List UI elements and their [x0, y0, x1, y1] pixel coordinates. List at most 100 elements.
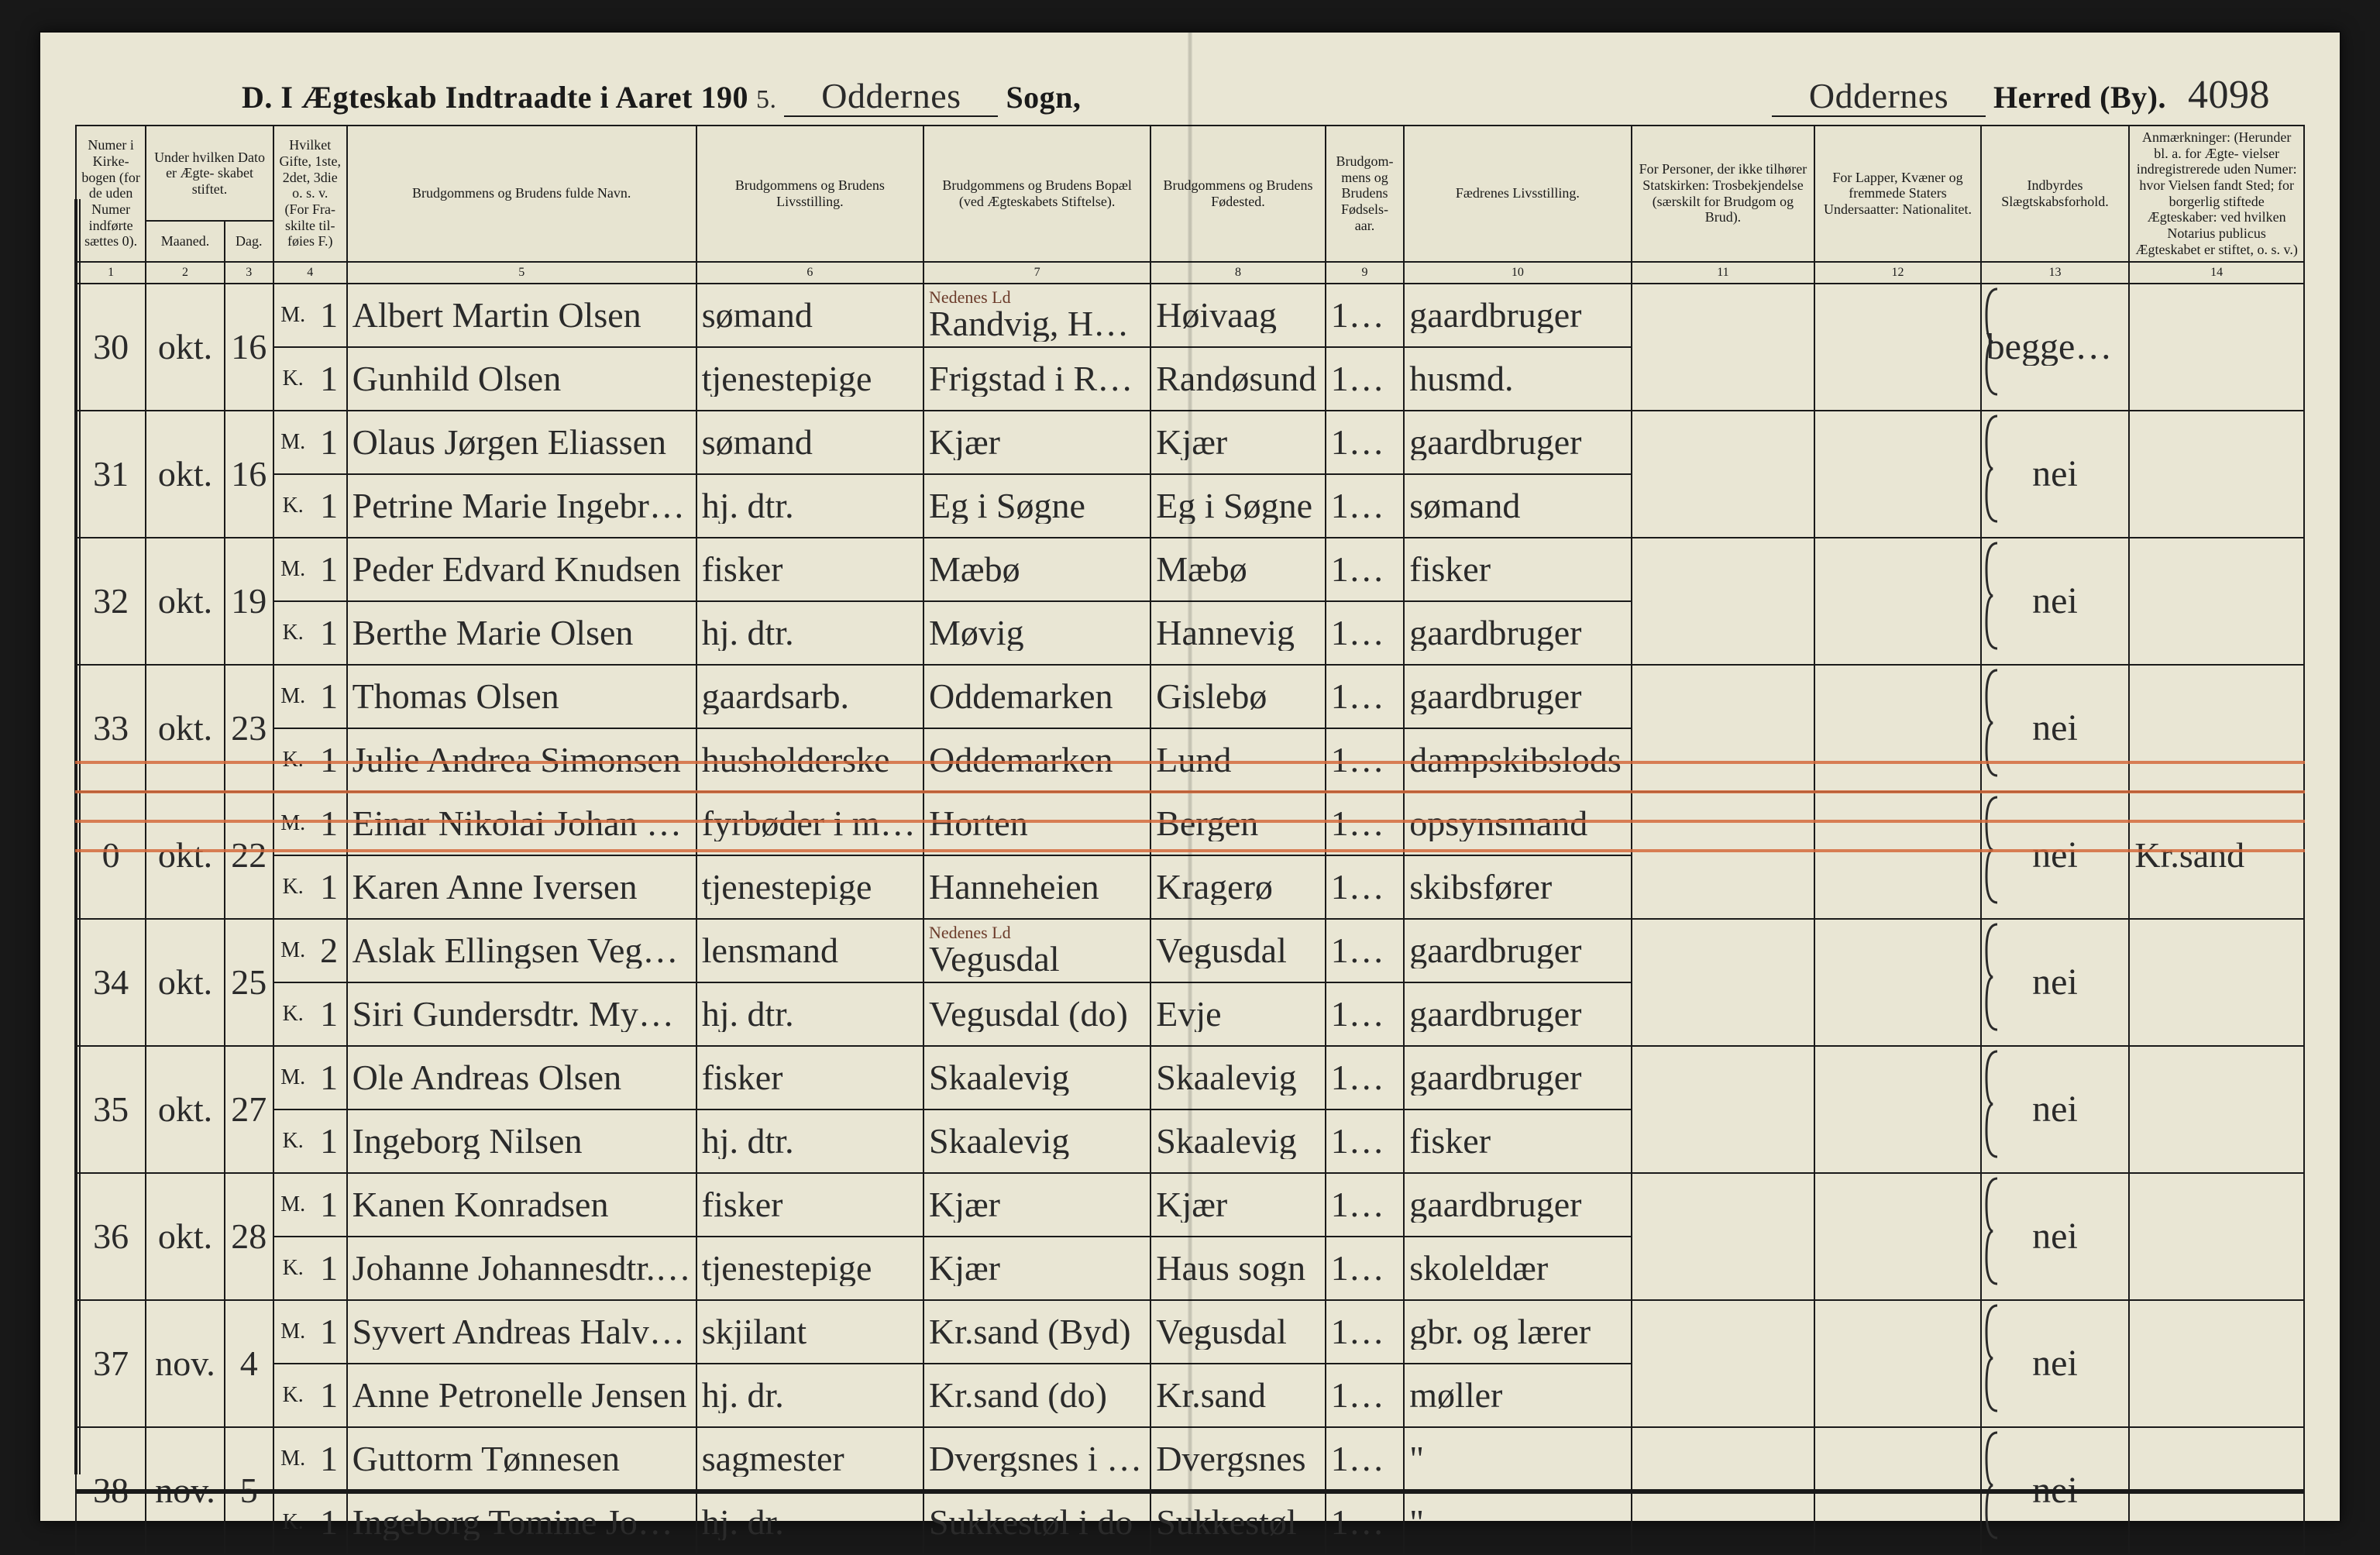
bride-occupation: tjenestepige: [696, 855, 923, 919]
bride-father-occ: fisker: [1404, 1109, 1631, 1173]
groom-name: Kanen Konradsen: [347, 1173, 696, 1237]
entry-month: okt.: [146, 792, 225, 919]
bride-residence: Oddemarken: [923, 728, 1150, 792]
groom-residence: Kjær: [923, 411, 1150, 474]
bride-sex: K.: [273, 347, 312, 411]
bride-name: Gunhild Olsen: [347, 347, 696, 411]
entry-kinship: nei: [1981, 538, 2130, 665]
groom-father-occ: gaardbruger: [1404, 284, 1631, 347]
entry-col12: [1814, 1046, 1980, 1173]
bride-occupation: hj. dtr.: [696, 601, 923, 665]
groom-sex: M.: [273, 284, 312, 347]
groom-birthyear: 1862: [1326, 919, 1405, 982]
entry-notes: [2129, 1046, 2304, 1173]
groom-residence: Dvergsnes i Randøsund: [923, 1427, 1150, 1491]
groom-sex: M.: [273, 1300, 312, 1364]
sogn-label: Sogn,: [1006, 79, 1081, 115]
column-number-row: 1 2 3 4 5 6 7 8 9 10 11 12 13 14: [76, 262, 2304, 284]
col-head-14: Anmærkninger: (Herunder bl. a. for Ægte-…: [2129, 126, 2304, 262]
entry-col11: [1632, 1173, 1815, 1300]
page-number: 4098: [2188, 75, 2270, 115]
entry-kinship: nei: [1981, 792, 2130, 919]
groom-gifte: 1: [312, 792, 347, 855]
entry-notes: Kr.sand: [2129, 792, 2304, 919]
col-head-13: Indbyrdes Slægtskabsforhold.: [1981, 126, 2130, 262]
col-head-7: Brudgommens og Brudens Bopæl (ved Ægtesk…: [923, 126, 1150, 262]
bride-birthyear: 1881: [1326, 601, 1405, 665]
entry-number: 34: [76, 919, 146, 1046]
entry-row-groom: 38nov.5M.1Guttorm TønnesensagmesterDverg…: [76, 1427, 2304, 1491]
groom-birthplace: Vegusdal: [1150, 919, 1326, 982]
entry-col11: [1632, 919, 1815, 1046]
ledger-sheet: D. I Ægteskab Indtraadte i Aaret 190 5. …: [39, 31, 2341, 1522]
groom-name: Ole Andreas Olsen: [347, 1046, 696, 1109]
groom-sex: M.: [273, 411, 312, 474]
groom-birthyear: 1874: [1326, 792, 1405, 855]
bride-residence: Skaalevig: [923, 1109, 1150, 1173]
groom-birthplace: Kjær: [1150, 1173, 1326, 1237]
groom-occupation: fisker: [696, 1173, 923, 1237]
entry-day: 19: [225, 538, 273, 665]
bride-birthyear: 1874: [1326, 1237, 1405, 1300]
groom-sex: M.: [273, 1046, 312, 1109]
groom-name: Aslak Ellingsen Vegusdal: [347, 919, 696, 982]
groom-birthyear: 1882: [1326, 1046, 1405, 1109]
bride-residence: Kr.sand (do): [923, 1364, 1150, 1427]
groom-name: Thomas Olsen: [347, 665, 696, 728]
groom-birthyear: 1876: [1326, 411, 1405, 474]
colnum: 12: [1814, 262, 1980, 284]
groom-gifte: 1: [312, 411, 347, 474]
col-head-2b: Dag.: [225, 221, 273, 261]
entry-row-groom: 0okt.22M.1Einar Nikolai Johan Johansenfy…: [76, 792, 2304, 855]
groom-name: Guttorm Tønnesen: [347, 1427, 696, 1491]
entry-month: okt.: [146, 665, 225, 792]
bride-birthplace: Eg i Søgne: [1150, 474, 1326, 538]
entry-col11: [1632, 1046, 1815, 1173]
groom-sex: M.: [273, 1173, 312, 1237]
entry-number: 33: [76, 665, 146, 792]
entry-kinship: nei: [1981, 665, 2130, 792]
bride-sex: K.: [273, 1237, 312, 1300]
bride-father-occ: møller: [1404, 1364, 1631, 1427]
entry-row-groom: 36okt.28M.1Kanen KonradsenfiskerKjærKjær…: [76, 1173, 2304, 1237]
entry-row-groom: 35okt.27M.1Ole Andreas OlsenfiskerSkaale…: [76, 1046, 2304, 1109]
groom-birthplace: Kjær: [1150, 411, 1326, 474]
bride-sex: K.: [273, 1109, 312, 1173]
bride-gifte: 1: [312, 728, 347, 792]
entry-day: 25: [225, 919, 273, 1046]
bride-birthyear: 1883: [1326, 347, 1405, 411]
entry-day: 23: [225, 665, 273, 792]
entry-row-groom: 33okt.23M.1Thomas Olsengaardsarb.Oddemar…: [76, 665, 2304, 728]
bride-birthplace: Sukkestøl: [1150, 1491, 1326, 1554]
bride-gifte: 1: [312, 1109, 347, 1173]
groom-birthplace: Bergen: [1150, 792, 1326, 855]
entry-kinship: nei: [1981, 1300, 2130, 1427]
col-head-4: Hvilket Gifte, 1ste, 2det, 3die o. s. v.…: [273, 126, 347, 262]
groom-sex: M.: [273, 1427, 312, 1491]
entry-col11: [1632, 1300, 1815, 1427]
bride-sex: K.: [273, 855, 312, 919]
bride-gifte: 1: [312, 474, 347, 538]
col-head-1: Numer i Kirke- bogen (for de uden Numer …: [76, 126, 146, 262]
groom-gifte: 1: [312, 1173, 347, 1237]
bride-father-occ: gaardbruger: [1404, 982, 1631, 1046]
bride-birthplace: Lund: [1150, 728, 1326, 792]
groom-birthplace: Høivaag: [1150, 284, 1326, 347]
bride-gifte: 1: [312, 601, 347, 665]
groom-birthyear: 1867: [1326, 665, 1405, 728]
bride-name: Ingeborg Nilsen: [347, 1109, 696, 1173]
col-head-10: Fædrenes Livsstilling.: [1404, 126, 1631, 262]
bride-name: Johanne Johannesdtr. Hauge: [347, 1237, 696, 1300]
bride-birthyear: 1877: [1326, 474, 1405, 538]
entry-month: okt.: [146, 411, 225, 538]
bride-gifte: 1: [312, 1491, 347, 1554]
groom-occupation: fisker: [696, 538, 923, 601]
groom-father-occ: gaardbruger: [1404, 411, 1631, 474]
bride-residence: Møvig: [923, 601, 1150, 665]
bride-father-occ: skoleldær: [1404, 1237, 1631, 1300]
entry-number: 31: [76, 411, 146, 538]
bride-father-occ: husmd.: [1404, 347, 1631, 411]
entry-day: 4: [225, 1300, 273, 1427]
entry-row-groom: 31okt.16M.1Olaus Jørgen EliassensømandKj…: [76, 411, 2304, 474]
bride-residence: Vegusdal (do): [923, 982, 1150, 1046]
